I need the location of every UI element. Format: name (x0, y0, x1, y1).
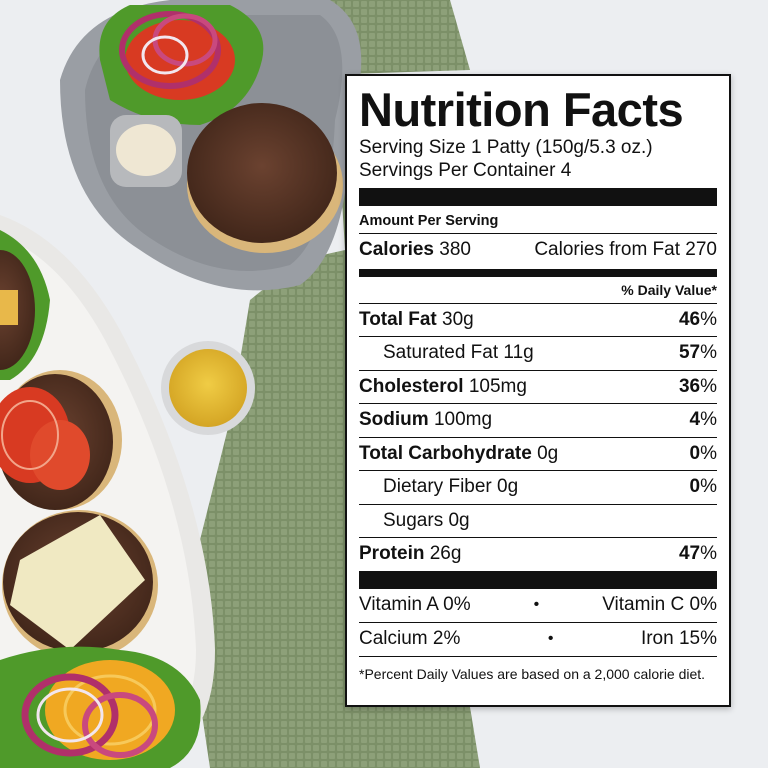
calories-label: Calories (359, 239, 434, 261)
calories-value: 380 (439, 239, 471, 261)
vitamin-list: Vitamin A 0% • Vitamin C 0% Calcium 2% • Iron… (359, 589, 717, 657)
nutrient-name: Total Carbohydrate 0g (359, 443, 558, 465)
percent-sign: % (700, 543, 717, 565)
nutrient-amount: 0g (497, 476, 519, 498)
medium-divider (359, 268, 717, 277)
mustard (169, 349, 247, 427)
nutrient-name: Saturated Fat 11g (383, 342, 534, 364)
nutrient-label: Protein (359, 543, 425, 565)
mayo (116, 124, 176, 176)
nutrient-percent: 36% (679, 376, 717, 398)
onion-ring-4 (82, 692, 158, 758)
label-title: Nutrition Facts (359, 83, 684, 136)
percent-sign: % (700, 476, 717, 498)
nutrient-name: Sodium 100mg (359, 409, 492, 431)
nutrient-label: Cholesterol (359, 375, 464, 397)
calories-row: Calories 380 Calories from Fat 270 (359, 233, 717, 267)
nutrient-percent: 0% (690, 476, 717, 498)
nutrient-row: Total Fat 30g 46% (359, 302, 717, 337)
percent-value: 57 (678, 342, 701, 364)
vitamin-right: Iron 15% (640, 628, 717, 649)
bullet: • (547, 630, 554, 647)
nutrient-label: Dietary Fiber (383, 476, 492, 498)
nutrient-name: Sugars 0g (383, 510, 470, 532)
thick-divider (359, 188, 717, 206)
percent-sign: % (700, 308, 717, 330)
nutrient-row: Sugars 0g (359, 503, 717, 538)
patty-plate (187, 103, 337, 243)
daily-value-header: % Daily Value* (621, 281, 717, 298)
nutrient-percent: 46% (679, 309, 717, 331)
vitamin-row: Vitamin A 0% • Vitamin C 0% (359, 589, 717, 623)
nutrient-row: Dietary Fiber 0g 0% (359, 470, 717, 504)
nutrient-row: Sodium 100mg 4% (359, 403, 717, 437)
vitamin-left: Vitamin A 0% (359, 594, 471, 615)
onion-ring-3 (21, 673, 119, 757)
percent-value: 0 (689, 442, 701, 464)
vitamin-right: Vitamin C 0% (602, 594, 717, 615)
percent-sign: % (700, 342, 717, 364)
nutrient-amount: 30g (442, 308, 474, 330)
footnote: *Percent Daily Values are based on a 2,0… (359, 665, 706, 682)
nutrient-amount: 11g (503, 342, 534, 364)
percent-sign: % (700, 442, 717, 464)
cheese-slice (10, 515, 145, 650)
nutrition-facts-label: Nutrition Facts Serving Size 1 Patty (15… (345, 74, 731, 707)
nutrient-percent: 0% (690, 443, 717, 465)
nutrient-label: Saturated Fat (383, 342, 499, 364)
percent-value: 47 (678, 543, 701, 565)
percent-sign: % (700, 375, 717, 397)
nutrient-name: Cholesterol 105mg (359, 376, 527, 398)
nutrient-amount: 26g (429, 543, 462, 565)
onion-ring-1 (119, 11, 221, 89)
nutrient-amount: 0g (448, 509, 470, 531)
nutrient-percent: 4% (690, 409, 717, 431)
bullet: • (533, 596, 540, 613)
nutrient-amount: 100mg (433, 409, 493, 431)
percent-value: 4 (689, 409, 701, 431)
servings-per-container: Servings Per Container 4 (359, 160, 572, 181)
vitamin-row: Calcium 2% • Iron 15% (359, 623, 717, 657)
nutrient-row: Total Carbohydrate 0g 0% (359, 436, 717, 471)
thick-divider-2 (359, 570, 717, 589)
nutrient-percent: 47% (679, 543, 717, 565)
tomato-slice-2 (30, 420, 90, 490)
percent-value: 46 (678, 308, 701, 330)
nutrient-percent: 57% (679, 342, 717, 364)
serving-size: Serving Size 1 Patty (150g/5.3 oz.) (359, 137, 653, 158)
nutrient-amount: 105mg (468, 375, 527, 397)
nutrient-name: Dietary Fiber 0g (383, 476, 518, 498)
vitamin-left: Calcium 2% (359, 628, 461, 649)
nutrient-row: Saturated Fat 11g 57% (359, 336, 717, 370)
percent-value: 36 (678, 375, 701, 397)
nutrient-label: Sodium (359, 409, 429, 431)
nutrient-label: Total Carbohydrate (359, 442, 532, 464)
nutrient-list: Total Fat 30g 46% Saturated Fat 11g 57% Chol… (359, 302, 717, 571)
cheese-left (0, 290, 18, 325)
nutrient-row: Cholesterol 105mg 36% (359, 369, 717, 404)
nutrient-row: Protein 26g 47% (359, 537, 717, 571)
nutrient-amount: 0g (537, 442, 559, 464)
percent-value: 0 (689, 476, 701, 498)
percent-sign: % (700, 409, 717, 431)
green-towel (185, 0, 480, 768)
nutrient-label: Total Fat (359, 308, 437, 330)
calories-from-fat: Calories from Fat 270 (534, 239, 717, 261)
nutrient-name: Total Fat 30g (359, 309, 474, 331)
nutrient-label: Sugars (383, 509, 444, 531)
amount-per-serving: Amount Per Serving (359, 213, 499, 229)
nutrient-name: Protein 26g (359, 543, 461, 565)
